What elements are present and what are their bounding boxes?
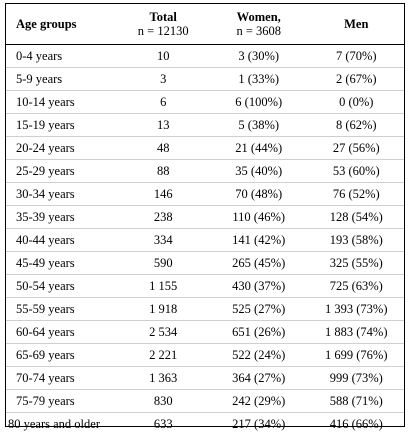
women-cell: 651 (26%) — [209, 321, 309, 344]
men-cell: 76 (52%) — [309, 183, 405, 206]
age-group-cell: 75-79 years — [6, 390, 117, 413]
women-cell: 525 (27%) — [209, 298, 309, 321]
age-group-cell: 65-69 years — [6, 344, 117, 367]
age-group-cell: 55-59 years — [6, 298, 117, 321]
age-group-cell: 5-9 years — [6, 68, 117, 91]
age-group-cell: 40-44 years — [6, 229, 117, 252]
age-group-cell: 60-64 years — [6, 321, 117, 344]
header-total-title: Total — [150, 10, 177, 24]
men-cell: 325 (55%) — [309, 252, 405, 275]
total-cell: 1 363 — [117, 367, 209, 390]
header-age-label: Age groups — [16, 17, 77, 31]
total-cell: 48 — [117, 137, 209, 160]
men-cell: 2 (67%) — [309, 68, 405, 91]
age-gender-table: Age groups Total n = 12130 Women, n = 36… — [6, 4, 404, 435]
age-group-cell: 10-14 years — [6, 91, 117, 114]
age-group-cell: 70-74 years — [6, 367, 117, 390]
total-cell: 830 — [117, 390, 209, 413]
total-cell: 1 918 — [117, 298, 209, 321]
age-group-cell: 20-24 years — [6, 137, 117, 160]
age-group-cell: 0-4 years — [6, 45, 117, 68]
header-men-title: Men — [344, 17, 368, 31]
total-cell: 334 — [117, 229, 209, 252]
men-cell: 53 (60%) — [309, 160, 405, 183]
total-cell: 1 155 — [117, 275, 209, 298]
women-cell: 5 (38%) — [209, 114, 309, 137]
women-cell: 110 (46%) — [209, 206, 309, 229]
header-total: Total n = 12130 — [117, 4, 209, 45]
age-group-cell: 25-29 years — [6, 160, 117, 183]
header-total-count: n = 12130 — [121, 24, 205, 38]
women-cell: 1 (33%) — [209, 68, 309, 91]
header-age-groups: Age groups — [6, 4, 117, 45]
women-cell: 242 (29%) — [209, 390, 309, 413]
men-cell: 999 (73%) — [309, 367, 405, 390]
total-cell: 13 — [117, 114, 209, 137]
total-cell: 146 — [117, 183, 209, 206]
header-women-count: n = 3608 — [213, 24, 305, 38]
total-cell: 238 — [117, 206, 209, 229]
men-cell: 1 393 (73%) — [309, 298, 405, 321]
total-cell: 6 — [117, 91, 209, 114]
total-cell: 88 — [117, 160, 209, 183]
total-cell: 590 — [117, 252, 209, 275]
age-group-cell: 15-19 years — [6, 114, 117, 137]
header-women-title: Women, — [237, 10, 281, 24]
men-cell: 27 (56%) — [309, 137, 405, 160]
header-row: Age groups Total n = 12130 Women, n = 36… — [6, 4, 404, 45]
total-cell: 3 — [117, 68, 209, 91]
total-cell: 2 534 — [117, 321, 209, 344]
total-cell: 10 — [117, 45, 209, 68]
women-cell: 3 (30%) — [209, 45, 309, 68]
men-cell: 193 (58%) — [309, 229, 405, 252]
age-group-cell: 35-39 years — [6, 206, 117, 229]
women-cell: 265 (45%) — [209, 252, 309, 275]
header-women: Women, n = 3608 — [209, 4, 309, 45]
men-cell: 588 (71%) — [309, 390, 405, 413]
women-cell: 21 (44%) — [209, 137, 309, 160]
women-cell: 364 (27%) — [209, 367, 309, 390]
men-cell: 1 883 (74%) — [309, 321, 405, 344]
women-cell: 6 (100%) — [209, 91, 309, 114]
data-table-frame: Age groups Total n = 12130 Women, n = 36… — [5, 3, 405, 427]
men-cell: 7 (70%) — [309, 45, 405, 68]
total-cell: 2 221 — [117, 344, 209, 367]
age-group-cell: 30-34 years — [6, 183, 117, 206]
women-cell: 141 (42%) — [209, 229, 309, 252]
men-cell: 1 699 (76%) — [309, 344, 405, 367]
men-cell: 725 (63%) — [309, 275, 405, 298]
women-cell: 430 (37%) — [209, 275, 309, 298]
women-cell: 522 (24%) — [209, 344, 309, 367]
age-group-cell: 50-54 years — [6, 275, 117, 298]
table-header: Age groups Total n = 12130 Women, n = 36… — [6, 4, 404, 45]
men-cell: 0 (0%) — [309, 91, 405, 114]
women-cell: 70 (48%) — [209, 183, 309, 206]
men-cell: 128 (54%) — [309, 206, 405, 229]
women-cell: 35 (40%) — [209, 160, 309, 183]
age-group-cell: 45-49 years — [6, 252, 117, 275]
header-men: Men — [309, 4, 405, 45]
men-cell: 8 (62%) — [309, 114, 405, 137]
